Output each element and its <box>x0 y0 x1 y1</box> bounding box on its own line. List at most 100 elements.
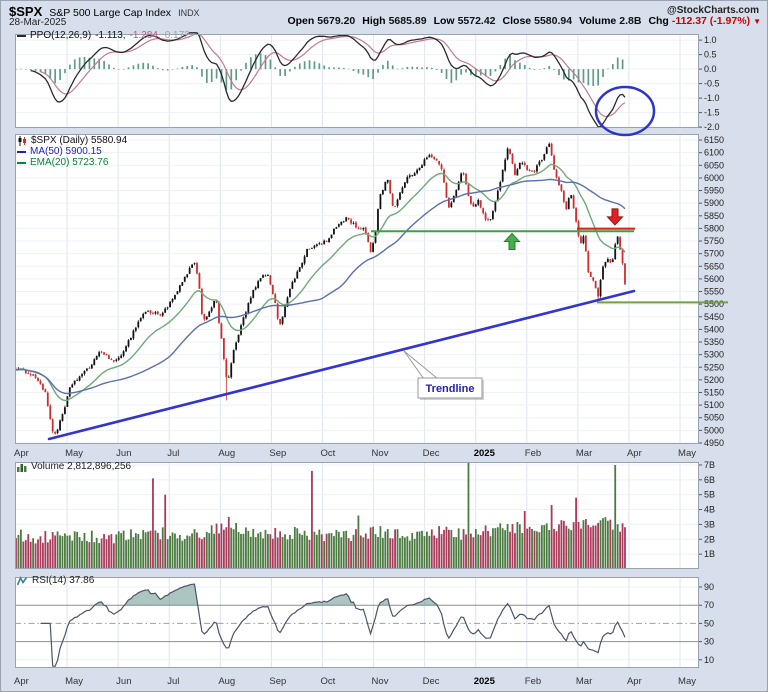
svg-text:Aug: Aug <box>218 448 235 459</box>
svg-text:5150: 5150 <box>704 388 724 398</box>
month-axes: Apr May Jun Jul Aug Sep Oct Nov Dec 2025 Feb Mar Apr… <box>14 448 696 687</box>
panel-grids <box>15 34 699 668</box>
ppo-legend: PPO(12,26,9) -1.113, -1.284, 0.172 <box>17 30 190 41</box>
svg-text:Aug: Aug <box>218 676 235 687</box>
svg-text:5100: 5100 <box>704 400 724 410</box>
rsi-plot-bg <box>15 577 699 668</box>
svg-text:2B: 2B <box>704 534 715 544</box>
ma50-legend: MA(50) 5900.15 <box>17 146 102 157</box>
svg-text:30: 30 <box>704 637 714 647</box>
volume-value: 2.8B <box>619 15 642 27</box>
svg-text:10: 10 <box>704 655 714 665</box>
symbol-name: S&P 500 Large Cap Index <box>49 7 172 19</box>
candlestick-icon <box>18 135 26 146</box>
ema20-legend: EMA(20) 5723.76 <box>17 157 108 168</box>
svg-text:6B: 6B <box>704 475 715 485</box>
up-arrow-annotation <box>503 232 521 250</box>
ppo-panel <box>15 32 626 128</box>
svg-text:5000: 5000 <box>704 425 724 435</box>
symbol-ticker: $SPX <box>9 4 43 19</box>
svg-text:Jun: Jun <box>116 676 131 687</box>
svg-text:5300: 5300 <box>704 350 724 360</box>
ppo-line-icon <box>17 34 26 37</box>
svg-text:1B: 1B <box>704 549 715 559</box>
quote-bar: Open 5679.20 High 5685.89 Low 5572.42 Cl… <box>287 15 761 27</box>
trendline <box>47 289 636 441</box>
svg-text:0.0: 0.0 <box>704 64 717 74</box>
svg-text:Sep: Sep <box>269 676 286 687</box>
svg-text:-0.5: -0.5 <box>704 79 720 89</box>
svg-text:90: 90 <box>704 582 714 592</box>
chart-date: 28-Mar-2025 <box>9 17 67 28</box>
ppo-legend-value: -1.113, <box>95 30 126 41</box>
svg-text:-1.5: -1.5 <box>704 108 720 118</box>
svg-text:0.5: 0.5 <box>704 50 717 60</box>
svg-text:Dec: Dec <box>423 676 440 687</box>
volume-legend: Volume 2,812,896,256 <box>17 461 131 472</box>
svg-text:Apr: Apr <box>627 676 642 687</box>
price-legend-text: $SPX (Daily) 5580.94 <box>31 135 128 146</box>
ppo-legend-name: PPO(12,26,9) <box>30 30 92 41</box>
svg-text:Apr: Apr <box>14 448 29 459</box>
svg-text:50: 50 <box>704 618 714 628</box>
price-plot-bg <box>15 134 699 444</box>
svg-text:5200: 5200 <box>704 375 724 385</box>
svg-text:5B: 5B <box>704 490 715 500</box>
svg-text:6000: 6000 <box>704 173 724 183</box>
svg-text:5250: 5250 <box>704 362 724 372</box>
down-arrow-annotation <box>606 208 624 226</box>
svg-text:70: 70 <box>704 600 714 610</box>
rsi-line <box>40 583 626 667</box>
svg-text:Mar: Mar <box>576 676 592 687</box>
svg-text:Nov: Nov <box>372 448 389 459</box>
svg-text:5750: 5750 <box>704 236 724 246</box>
rsi-panel <box>40 583 626 667</box>
svg-text:5400: 5400 <box>704 324 724 334</box>
svg-text:5650: 5650 <box>704 261 724 271</box>
rsi-legend-text: RSI(14) 37.86 <box>32 575 95 586</box>
price-panel <box>15 142 626 435</box>
chg-direction-icon: ▼ <box>753 17 761 26</box>
svg-text:6150: 6150 <box>704 135 724 145</box>
rsi-icon <box>17 575 28 585</box>
svg-text:Jun: Jun <box>116 448 131 459</box>
svg-text:5500: 5500 <box>704 299 724 309</box>
chart-header: $SPX S&P 500 Large Cap Index INDX <box>9 4 200 19</box>
svg-text:Nov: Nov <box>372 676 389 687</box>
svg-text:5850: 5850 <box>704 211 724 221</box>
ema20-legend-text: EMA(20) 5723.76 <box>30 157 109 168</box>
svg-text:5800: 5800 <box>704 223 724 233</box>
svg-text:5550: 5550 <box>704 287 724 297</box>
stockcharts-watermark: @StockCharts.com <box>667 5 759 16</box>
volume-legend-text: Volume 2,812,896,256 <box>31 461 132 472</box>
svg-text:May: May <box>65 676 83 687</box>
ppo-signal-value: -1.284, <box>129 30 161 41</box>
chg-label: Chg <box>648 15 669 27</box>
svg-text:May: May <box>65 448 83 459</box>
svg-text:6050: 6050 <box>704 160 724 170</box>
ppo-hist-value: 0.172 <box>164 30 190 41</box>
svg-text:5700: 5700 <box>704 249 724 259</box>
high-value: 5685.89 <box>388 15 427 27</box>
volume-icon <box>17 463 27 472</box>
trendline-callout-box <box>417 377 483 399</box>
svg-text:-1.0: -1.0 <box>704 93 720 103</box>
open-label: Open <box>287 15 315 27</box>
trendline-callout-label: Trendline <box>426 383 475 395</box>
svg-text:3B: 3B <box>704 519 715 529</box>
open-value: 5679.20 <box>317 15 356 27</box>
svg-text:-2.0: -2.0 <box>704 122 720 132</box>
low-value: 5572.42 <box>457 15 496 27</box>
low-label: Low <box>433 15 455 27</box>
svg-text:5950: 5950 <box>704 186 724 196</box>
svg-text:Sep: Sep <box>269 448 286 459</box>
svg-text:Oct: Oct <box>320 676 335 687</box>
svg-text:Apr: Apr <box>14 676 29 687</box>
svg-text:Apr: Apr <box>627 448 642 459</box>
svg-text:May: May <box>678 448 696 459</box>
svg-text:1.0: 1.0 <box>704 35 717 45</box>
svg-text:May: May <box>678 676 696 687</box>
volume-label: Volume <box>579 15 617 27</box>
ma50-legend-text: MA(50) 5900.15 <box>30 146 102 157</box>
